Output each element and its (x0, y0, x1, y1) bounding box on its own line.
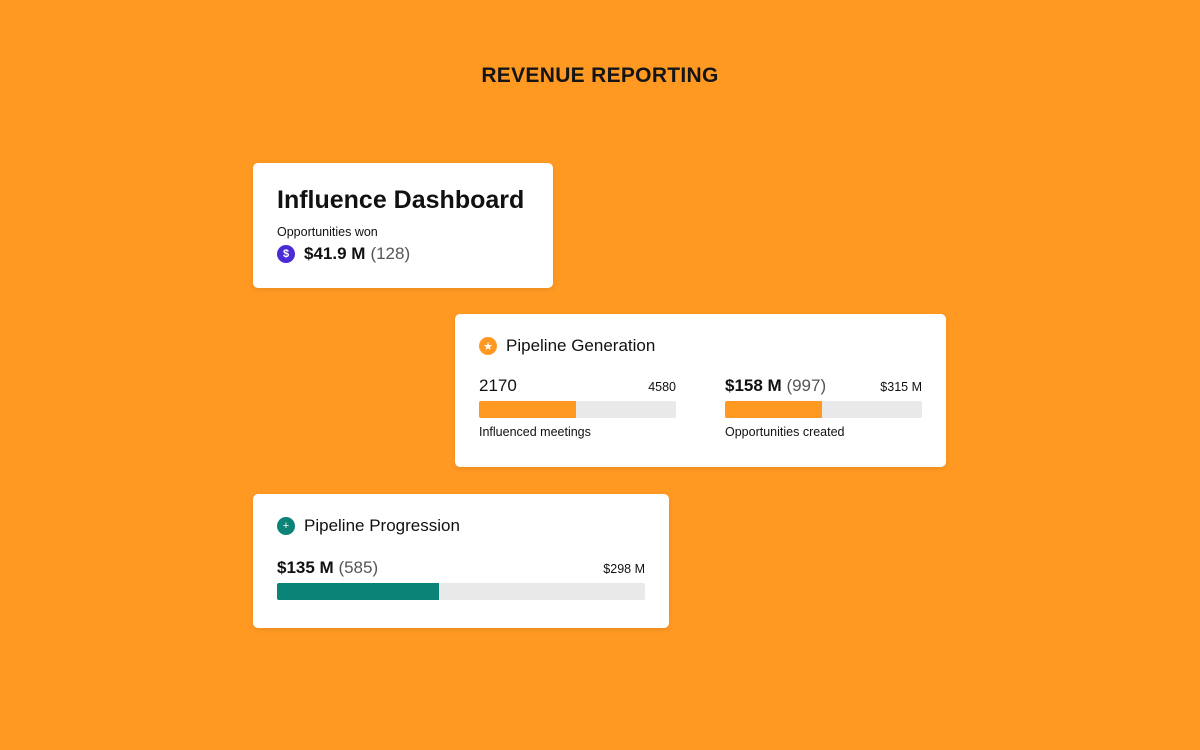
opportunities-created-total: $315 M (880, 380, 922, 394)
influenced-meetings-total: 4580 (648, 380, 676, 394)
influenced-meetings-top: 2170 4580 (479, 376, 676, 396)
pipeline-progression-progress-fill (277, 583, 439, 600)
pipeline-generation-title: Pipeline Generation (506, 336, 656, 355)
opportunities-created-label: Opportunities created (725, 425, 845, 439)
pipeline-progression-count: (585) (338, 558, 379, 577)
page-title: REVENUE REPORTING (481, 64, 719, 87)
opportunities-created-count: (997) (786, 376, 827, 395)
opportunities-created-value-wrap: $158 M (997) (725, 376, 826, 396)
pipeline-progression-title: Pipeline Progression (304, 516, 460, 535)
pipeline-progression-value-wrap: $135 M (585) (277, 558, 378, 578)
pipeline-generation-metrics: 2170 4580 Influenced meetings $158 M (99… (479, 376, 922, 439)
pipeline-progression-total: $298 M (603, 562, 645, 576)
opportunities-won-count: (128) (370, 244, 411, 263)
influenced-meetings-progress-track (479, 401, 676, 418)
influenced-meetings-progress-fill (479, 401, 576, 418)
pipeline-generation-header: ★ Pipeline Generation (479, 336, 922, 356)
pipeline-progression-header: + Pipeline Progression (277, 516, 645, 536)
opportunities-won-label: Opportunities won (277, 225, 378, 239)
pipeline-progression-amount: $135 M (277, 558, 334, 577)
plus-sparkle-icon: + (277, 517, 295, 535)
influenced-meetings-label: Influenced meetings (479, 425, 591, 439)
opportunities-won-amount: $41.9 M (304, 244, 366, 263)
star-icon: ★ (479, 337, 497, 355)
pipeline-generation-card[interactable]: ★ Pipeline Generation 2170 4580 Influenc… (455, 314, 946, 467)
opportunities-won-value-row: $ $41.9 M (128) (277, 244, 529, 264)
pipeline-progression-progress-track (277, 583, 645, 600)
dollar-icon: $ (277, 245, 295, 263)
opportunities-created-amount: $158 M (725, 376, 782, 395)
influenced-meetings-value: 2170 (479, 376, 517, 395)
influence-dashboard-title: Influence Dashboard (277, 186, 525, 214)
pipeline-progression-card[interactable]: + Pipeline Progression $135 M (585) $298… (253, 494, 669, 628)
influence-dashboard-card[interactable]: Influence Dashboard Opportunities won $ … (253, 163, 553, 288)
opportunities-created-metric: $158 M (997) $315 M Opportunities create… (725, 376, 922, 439)
pipeline-progression-values: $135 M (585) $298 M (277, 558, 645, 578)
influenced-meetings-metric: 2170 4580 Influenced meetings (479, 376, 676, 439)
opportunities-created-top: $158 M (997) $315 M (725, 376, 922, 396)
opportunities-created-progress-track (725, 401, 922, 418)
opportunities-created-progress-fill (725, 401, 822, 418)
